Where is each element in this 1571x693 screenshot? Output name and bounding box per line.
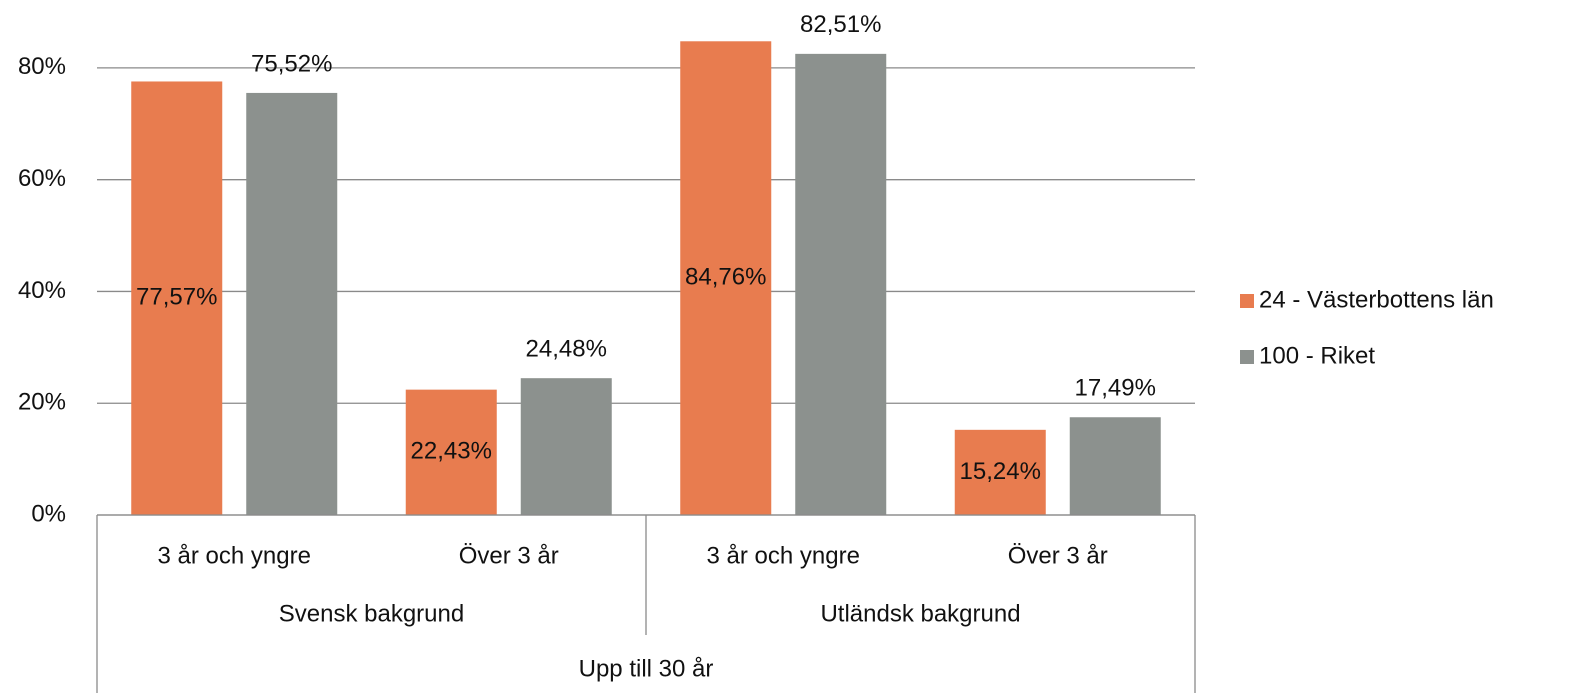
legend-label: 100 - Riket — [1259, 342, 1375, 369]
bar — [954, 429, 1046, 515]
bar — [131, 81, 223, 516]
bar — [405, 389, 497, 515]
bar — [680, 41, 772, 516]
legend-swatch — [1240, 294, 1254, 308]
bar — [246, 92, 338, 515]
x-tick-label: 3 år och yngre — [707, 542, 860, 569]
value-label: 77,57% — [136, 284, 217, 311]
value-label: 17,49% — [1075, 375, 1156, 402]
bar — [520, 378, 612, 515]
legend-label: 24 - Västerbottens län — [1259, 286, 1494, 313]
y-tick-label: 0% — [31, 500, 66, 527]
outer-group-label: Upp till 30 år — [579, 655, 714, 682]
x-tick-label: Över 3 år — [459, 542, 559, 569]
x-tick-label: Över 3 år — [1008, 542, 1108, 569]
value-label: 82,51% — [800, 11, 881, 38]
value-label: 75,52% — [251, 50, 332, 77]
y-tick-label: 40% — [18, 277, 66, 304]
value-label: 84,76% — [685, 263, 766, 290]
value-label: 24,48% — [526, 336, 607, 363]
legend-swatch — [1240, 350, 1254, 364]
x-tick-label: 3 år och yngre — [158, 542, 311, 569]
bar — [1069, 417, 1161, 515]
value-label: 15,24% — [960, 458, 1041, 485]
value-label: 22,43% — [411, 438, 492, 465]
bar — [795, 53, 887, 515]
y-tick-label: 80% — [18, 53, 66, 80]
y-tick-label: 20% — [18, 389, 66, 416]
y-tick-label: 60% — [18, 165, 66, 192]
group-label: Svensk bakgrund — [279, 600, 464, 627]
group-label: Utländsk bakgrund — [820, 600, 1020, 627]
